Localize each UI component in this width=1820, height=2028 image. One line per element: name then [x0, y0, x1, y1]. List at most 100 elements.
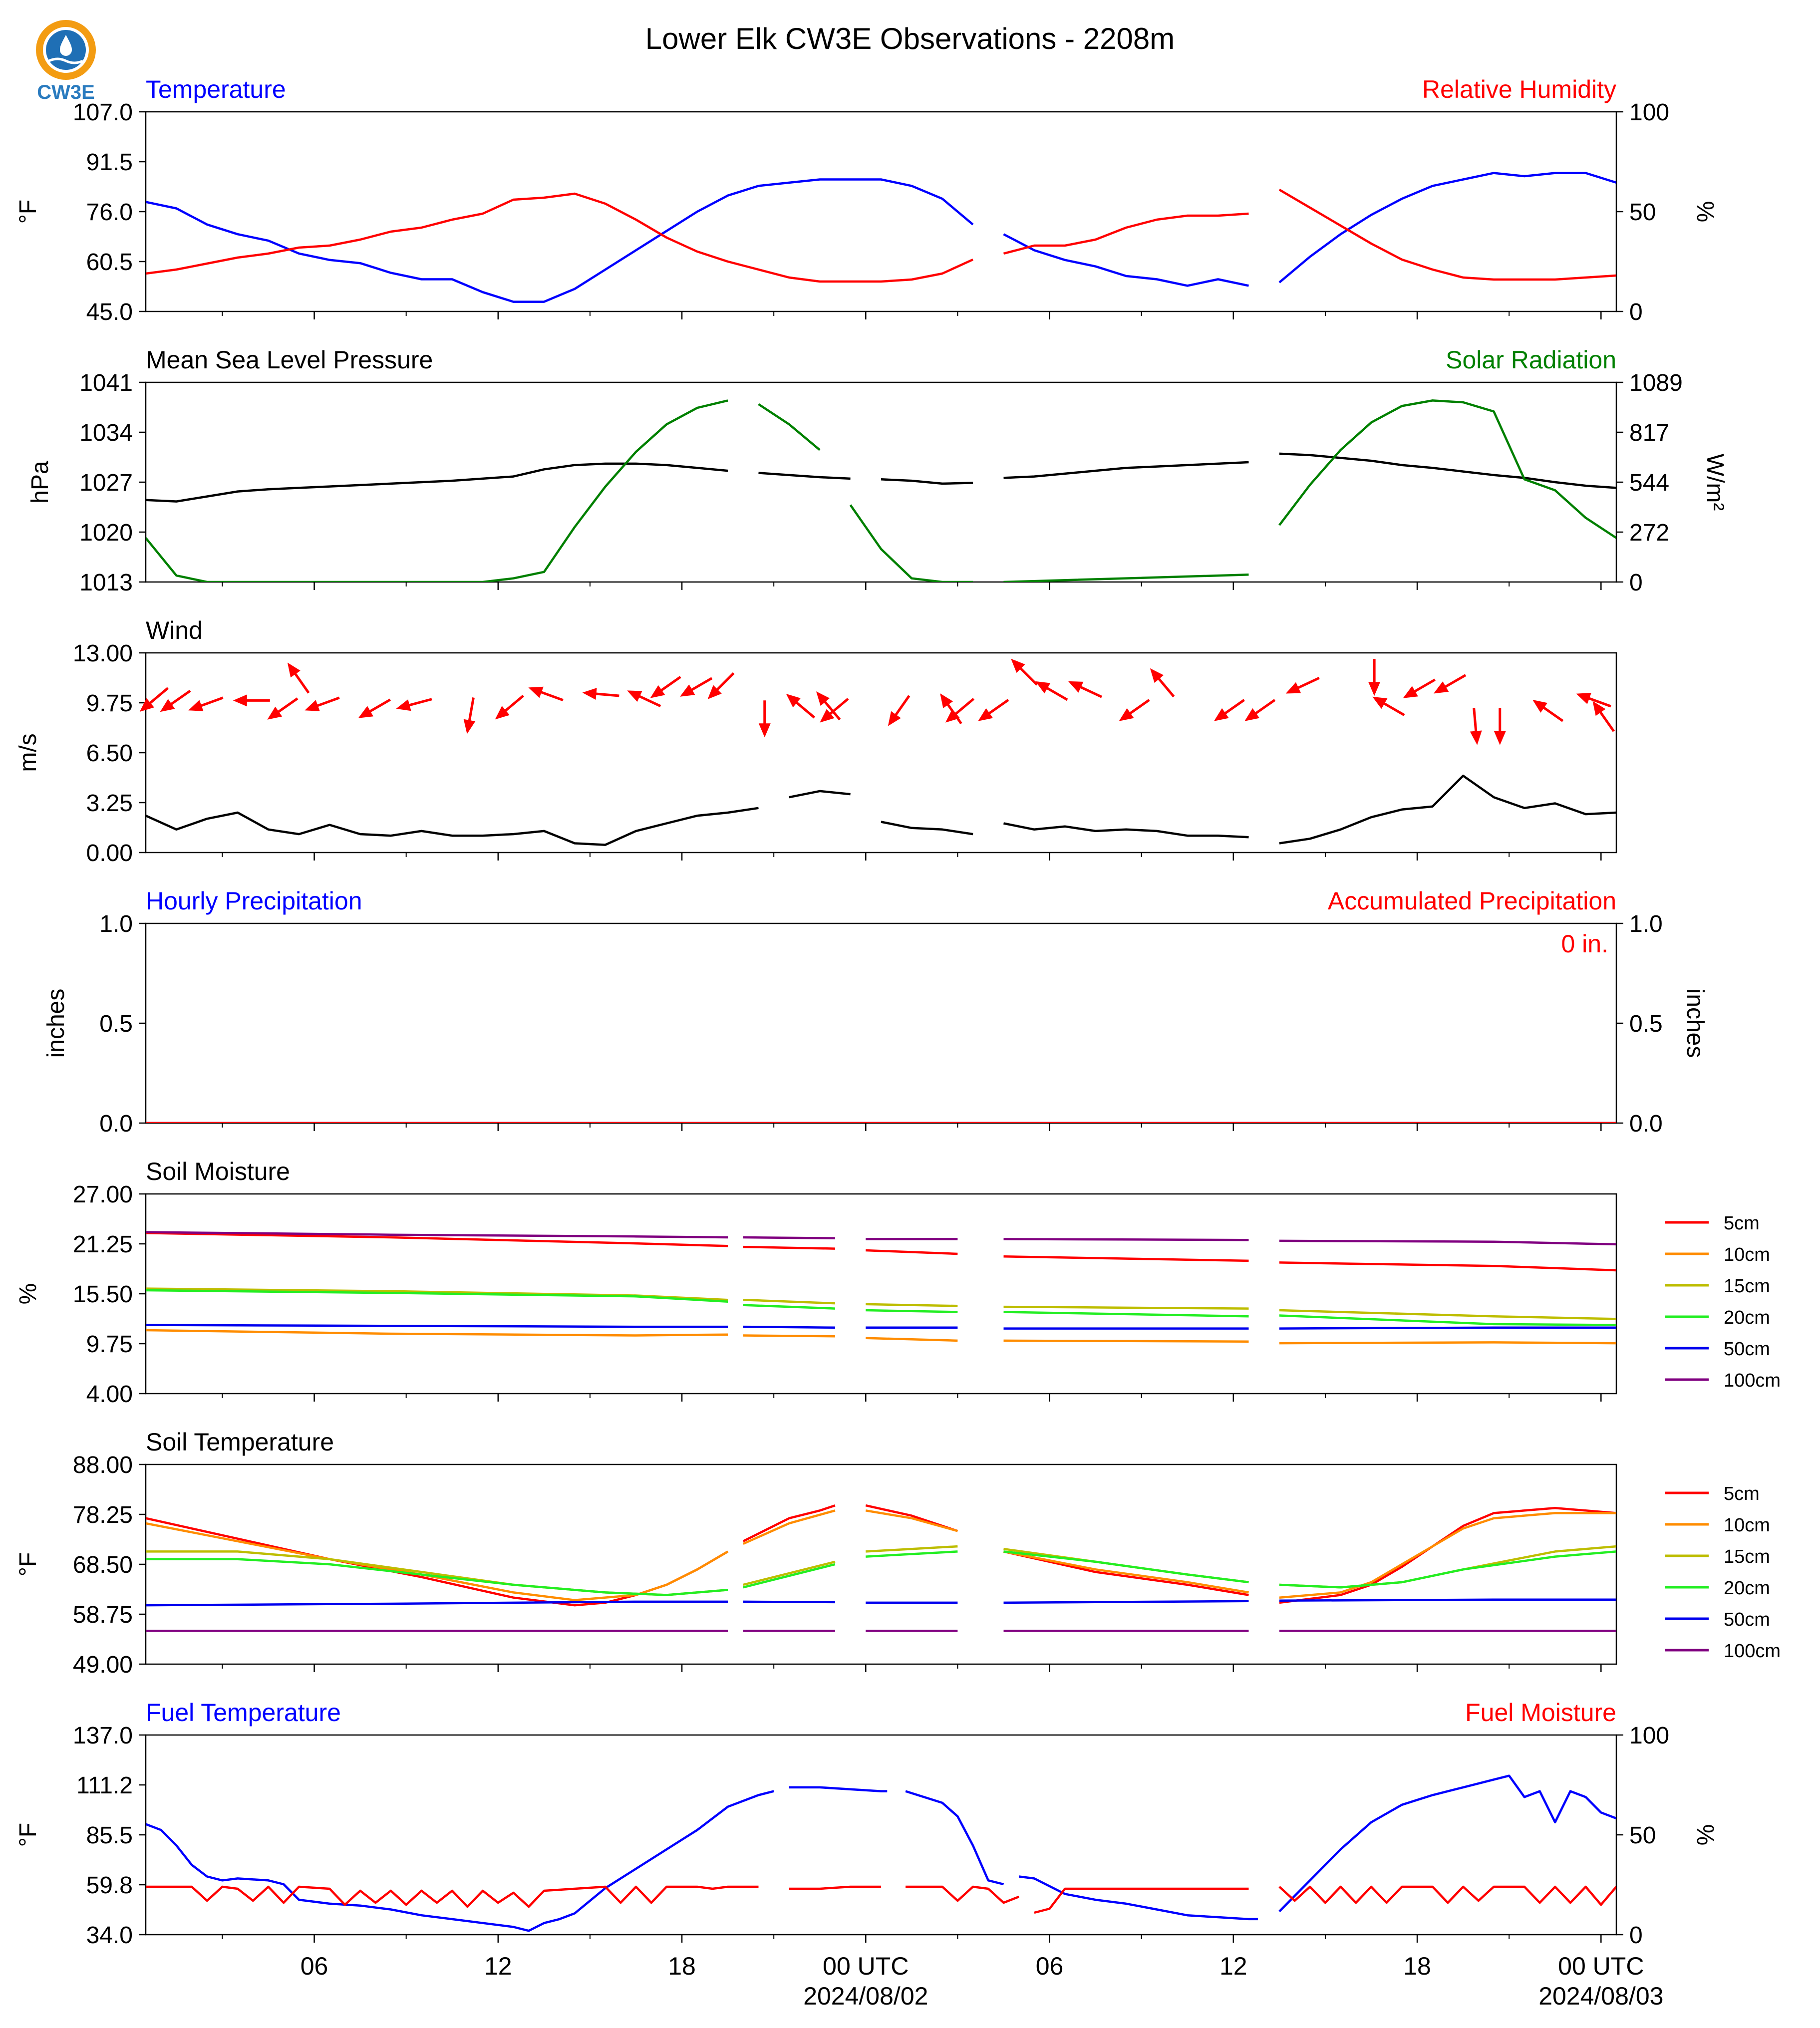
panel-temperature-title-left: Temperature — [146, 75, 286, 103]
panel-hourly-precipitation-ylabel-right: inches — [1682, 989, 1708, 1058]
panel-fuel-temperature-ylabel-right: % — [1692, 1824, 1718, 1846]
logo-wave-icon — [48, 57, 84, 64]
panel-fuel-temperature-ylabel: °F — [15, 1823, 41, 1847]
x-tick-label: 12 — [1219, 1952, 1247, 1980]
wind-arrow-head — [1592, 701, 1606, 716]
panel-temperature-ylabel: °F — [15, 200, 41, 224]
panel-mean-sea-level-pressure-frame — [145, 381, 1617, 583]
panel-wind-ytick-label: 6.50 — [86, 740, 133, 767]
wind-arrow-head — [1011, 658, 1025, 673]
panel-mean-sea-level-pressure-series-solar-radiation — [146, 399, 1616, 582]
wind-arrow-head — [287, 662, 301, 678]
wind-arrow-head — [358, 706, 373, 718]
wind-arrow-head — [978, 708, 993, 721]
panel-mean-sea-level-pressure-ytick-label: 1027 — [79, 470, 133, 496]
panel-soil-moisture-legend: 5cm 10cm 15cm 20cm 50cm 100cm — [1665, 1213, 1781, 1391]
cw3e-logo: CW3E — [31, 15, 101, 105]
figure-title: Lower Elk CW3E Observations - 2208m — [645, 22, 1175, 55]
legend-label-50cm: 50cm — [1724, 1609, 1770, 1630]
wind-arrow-head — [888, 711, 901, 726]
panel-soil-temperature-ytick-label: 68.50 — [73, 1552, 133, 1578]
wind-arrow-head — [816, 691, 830, 706]
panel-temperature-ytick-label: 60.5 — [86, 249, 133, 276]
panel-soil-moisture-series-50cm — [146, 1324, 1616, 1330]
panel-temperature-ytick-right-label: 50 — [1629, 199, 1656, 226]
panel-soil-moisture-ytick-label: 15.50 — [73, 1281, 133, 1308]
x-tick-label: 00 UTC — [823, 1952, 909, 1980]
x-tick-date: 2024/08/02 — [803, 1982, 928, 2010]
legend-label-20cm: 20cm — [1724, 1578, 1770, 1599]
wind-arrow-head — [233, 694, 247, 707]
panel-fuel-temperature-ytick-label: 34.0 — [86, 1922, 133, 1949]
panel-fuel-temperature-frame — [145, 1734, 1617, 1936]
wind-arrow-head — [463, 719, 476, 734]
panel-temperature-ytick-label: 76.0 — [86, 199, 133, 226]
panel-soil-temperature-series-15cm — [146, 1545, 1616, 1596]
panel-mean-sea-level-pressure-ytick-right-label: 817 — [1629, 420, 1669, 446]
panel-wind-ylabel: m/s — [15, 733, 41, 772]
panels: Temperature Relative Humidity 107.0 91.5 76.… — [15, 75, 1781, 1949]
wind-arrow-head — [1068, 681, 1084, 693]
legend-label-10cm: 10cm — [1724, 1515, 1770, 1536]
panel-mean-sea-level-pressure-ytick-label: 1034 — [79, 420, 133, 446]
panel-temperature-title-right: Relative Humidity — [1422, 75, 1616, 103]
panel-temperature-series-temperature — [146, 172, 1616, 303]
panel-mean-sea-level-pressure-ytick-right-label: 0 — [1629, 570, 1643, 596]
panel-temperature-ytick-label: 107.0 — [73, 99, 133, 126]
wind-arrow-head — [1150, 668, 1164, 683]
wind-arrow-head — [1433, 681, 1449, 694]
panel-soil-moisture-ytick-label: 27.00 — [73, 1181, 133, 1208]
panel-mean-sea-level-pressure-ytick-right-label: 544 — [1629, 470, 1669, 496]
wind-arrow-head — [1119, 708, 1134, 721]
panel-wind-series-wind-speed — [146, 774, 1616, 846]
panel-soil-temperature-series-5cm — [146, 1504, 1616, 1607]
wind-arrow-head — [495, 706, 510, 720]
panel-temperature: Temperature Relative Humidity 107.0 91.5 76.… — [15, 75, 1718, 325]
panel-hourly-precipitation-ylabel: inches — [43, 989, 69, 1058]
panel-soil-temperature-ylabel: °F — [15, 1552, 41, 1577]
x-tick-label: 12 — [484, 1952, 512, 1980]
panel-fuel-temperature-ytick-right-label: 50 — [1629, 1822, 1656, 1849]
panel-soil-temperature: Soil Temperature 88.00 78.25 68.50 58.75 49.0… — [15, 1428, 1781, 1678]
panel-soil-moisture-series-100cm — [146, 1231, 1616, 1246]
panel-wind: Wind 13.00 9.75 6.50 3.25 0.00 m/s — [15, 616, 1617, 867]
panel-fuel-temperature-ytick-label: 137.0 — [73, 1723, 133, 1749]
legend-label-5cm: 5cm — [1724, 1483, 1760, 1504]
panel-soil-temperature-ytick-label: 78.25 — [73, 1502, 133, 1528]
panel-wind-ytick-label: 13.00 — [73, 640, 133, 667]
panel-mean-sea-level-pressure-ytick-right-label: 272 — [1629, 520, 1669, 546]
panel-temperature-series-relative-humidity — [146, 189, 1616, 283]
x-tick-label: 06 — [1036, 1952, 1064, 1980]
wind-arrow-head — [1372, 696, 1388, 709]
panel-soil-temperature-series-10cm — [146, 1509, 1616, 1602]
panel-wind-wind-arrows — [139, 658, 1615, 745]
wind-arrow-head — [786, 694, 801, 708]
panel-hourly-precipitation-ytick-right-label: 0.0 — [1629, 1111, 1663, 1137]
wind-arrow-head — [1285, 682, 1301, 694]
panel-wind-ytick-label: 0.00 — [86, 840, 133, 867]
panel-soil-temperature-series-20cm — [146, 1550, 1616, 1596]
x-tick-date: 2024/08/03 — [1538, 1982, 1663, 2010]
wind-arrow-head — [1494, 731, 1506, 745]
legend-label-10cm: 10cm — [1724, 1244, 1770, 1265]
panel-hourly-precipitation-ytick-label: 0.0 — [99, 1111, 133, 1137]
panel-soil-moisture-title-left: Soil Moisture — [146, 1158, 290, 1185]
panel-temperature-ytick-label: 91.5 — [86, 149, 133, 176]
panel-soil-temperature-ytick-label: 49.00 — [73, 1652, 133, 1678]
wind-arrow-head — [188, 700, 204, 711]
panel-hourly-precipitation-ytick-label: 1.0 — [99, 911, 133, 937]
panel-fuel-temperature-series-fuel-moisture — [146, 1885, 1616, 1914]
panel-soil-temperature-ytick-label: 58.75 — [73, 1602, 133, 1628]
panel-soil-moisture-ylabel: % — [15, 1283, 41, 1305]
panel-soil-temperature-series-50cm — [146, 1598, 1616, 1607]
panel-soil-moisture-series-15cm — [146, 1287, 1616, 1320]
legend-label-15cm: 15cm — [1724, 1546, 1770, 1567]
wind-arrow-head — [1244, 708, 1260, 721]
panel-fuel-temperature-ytick-label: 111.2 — [76, 1772, 133, 1799]
panel-soil-moisture-series-10cm — [146, 1329, 1616, 1345]
panel-soil-temperature-ytick-label: 88.00 — [73, 1452, 133, 1478]
panel-fuel-temperature-ytick-label: 59.8 — [86, 1872, 133, 1899]
panel-temperature-ylabel-right: % — [1692, 201, 1718, 223]
panel-soil-moisture-ytick-label: 4.00 — [86, 1381, 133, 1408]
